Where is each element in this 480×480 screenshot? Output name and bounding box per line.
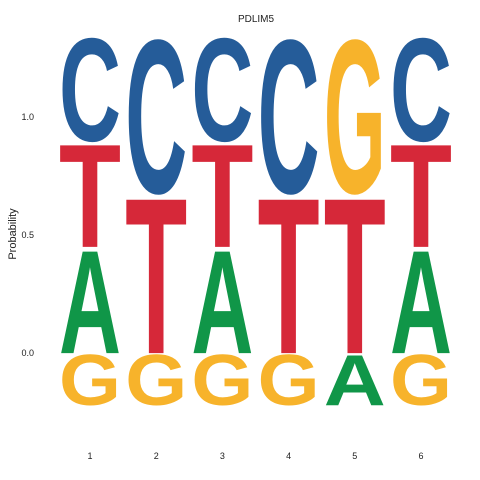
logo-letter-t: T	[59, 113, 121, 278]
logo-letter-a: A	[59, 220, 121, 385]
logo-letter-g: G	[258, 340, 320, 421]
y-axis-title: Probability	[7, 208, 19, 260]
logo-letter-g: G	[191, 340, 253, 421]
logo-letter-t: T	[390, 113, 452, 278]
x-tick-label: 2	[154, 451, 159, 461]
y-tick-label: 1.0	[21, 112, 34, 122]
x-tick-label: 4	[286, 451, 291, 461]
logo-letter-g: G	[125, 340, 187, 421]
logo-letter-t: T	[324, 151, 386, 401]
y-tick-label: 0.0	[21, 348, 34, 358]
logo-letter-a: A	[191, 220, 253, 385]
logo-letter-c: C	[59, 7, 121, 172]
logo-letter-g: G	[390, 340, 452, 421]
logo-letter-a: A	[324, 340, 386, 421]
logo-letter-t: T	[125, 151, 187, 401]
logo-letter-g: G	[59, 340, 121, 421]
x-tick-label: 3	[220, 451, 225, 461]
logo-letter-t: T	[258, 151, 320, 401]
logo-letter-a: A	[390, 220, 452, 385]
x-tick-label: 5	[352, 451, 357, 461]
y-axis-ticks: 0.0 0.5 1.0	[21, 112, 34, 358]
x-axis-ticks: 1 2 3 4 5 6	[87, 451, 423, 461]
logo-letter-c: C	[258, 0, 320, 240]
chart-title: PDLIM5	[238, 14, 275, 25]
logo-letter-t: T	[191, 113, 253, 278]
x-tick-label: 1	[87, 451, 92, 461]
y-tick-label: 0.5	[21, 230, 34, 240]
logo-letter-c: C	[390, 7, 452, 172]
logo-letter-c: C	[191, 7, 253, 172]
logo-letter-g: G	[324, 0, 386, 240]
x-tick-label: 6	[418, 451, 423, 461]
logo-letter-c: C	[125, 0, 187, 240]
